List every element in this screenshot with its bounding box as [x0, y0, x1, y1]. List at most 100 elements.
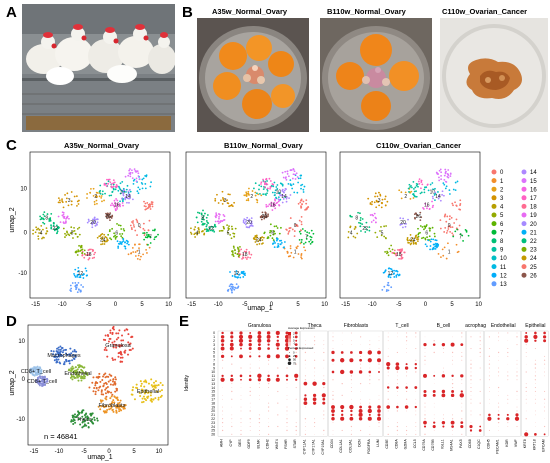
- x-tick-label: -10: [214, 302, 223, 308]
- cluster-label: 14: [435, 194, 441, 200]
- umap-point: [94, 251, 96, 254]
- dotplot-dot: [442, 352, 444, 353]
- dotplot-dot: [340, 351, 344, 354]
- umap-point: [156, 390, 159, 393]
- umap-point: [310, 229, 313, 232]
- umap-point: [424, 243, 427, 246]
- umap-point: [143, 232, 146, 234]
- umap-point: [267, 215, 270, 217]
- umap-point: [106, 239, 109, 242]
- umap-point: [215, 212, 218, 215]
- umap-point: [51, 353, 54, 356]
- dotplot-dot: [231, 418, 233, 420]
- umap-point: [68, 234, 71, 237]
- umap-point: [70, 191, 73, 193]
- dotplot-dot: [535, 422, 536, 423]
- umap-point: [39, 215, 42, 218]
- umap-point: [71, 416, 74, 419]
- dotplot-dot: [240, 347, 242, 350]
- umap-point: [263, 232, 266, 235]
- umap-point: [71, 367, 74, 370]
- umap-point: [88, 386, 91, 389]
- x-tick-label: -15: [30, 449, 39, 455]
- dotplot-dot: [350, 351, 353, 354]
- dotplot-dot: [258, 383, 260, 385]
- d-cell-count: n = 46841: [44, 432, 78, 441]
- dotplot-dot: [452, 398, 453, 400]
- umap-point: [142, 232, 145, 235]
- dotplot-dot: [284, 346, 290, 351]
- umap-point: [80, 244, 83, 247]
- dotplot-dot: [424, 414, 426, 416]
- umap-point: [110, 238, 113, 241]
- umap-point: [417, 180, 420, 183]
- umap-point: [78, 233, 81, 236]
- umap-point: [234, 227, 237, 230]
- umap-point: [384, 195, 387, 198]
- umap-point: [140, 382, 143, 385]
- dotplot-dot: [524, 338, 529, 343]
- umap-point: [274, 198, 276, 201]
- cluster-label: 7: [149, 235, 152, 241]
- dotplot-dot: [259, 352, 260, 353]
- umap-point: [264, 183, 266, 186]
- umap-point: [114, 376, 117, 379]
- umap-point: [113, 204, 115, 207]
- umap-point: [91, 381, 94, 384]
- umap-point: [100, 405, 103, 408]
- dotplot-dot: [525, 395, 527, 396]
- umap-point: [426, 183, 429, 186]
- umap-point: [228, 227, 230, 230]
- umap-point: [443, 231, 446, 233]
- umap-point: [302, 188, 305, 191]
- umap-point: [118, 407, 121, 410]
- umap-point: [291, 177, 294, 180]
- cluster-label: 2: [94, 194, 97, 200]
- dotplot-dot: [331, 409, 335, 413]
- umap-point: [50, 224, 52, 227]
- umap-point: [274, 242, 276, 244]
- umap-point: [276, 246, 279, 248]
- umap-point: [81, 411, 84, 414]
- dotplot-dot: [358, 412, 363, 417]
- umap-point: [71, 375, 74, 378]
- umap-point: [58, 199, 61, 202]
- umap-point: [122, 240, 125, 242]
- dotplot-dot: [433, 351, 435, 354]
- umap-point: [383, 235, 386, 238]
- dotplot-dot: [423, 425, 427, 428]
- cell-type-label: CD8+ T_cell: [21, 369, 51, 375]
- umap-point: [96, 419, 99, 422]
- umap-point: [434, 247, 437, 250]
- umap-point: [117, 332, 120, 335]
- umap-point: [159, 390, 162, 393]
- dotplot-dot: [295, 378, 298, 381]
- legend-swatch: [491, 221, 497, 227]
- umap-point: [43, 222, 46, 225]
- umap-point: [87, 422, 90, 425]
- dotplot-dot: [424, 433, 426, 436]
- dotplot-dot: [461, 379, 463, 381]
- umap-point: [94, 224, 97, 227]
- umap-point: [111, 332, 114, 335]
- gene-label: CYP: [229, 439, 233, 447]
- dotplot-dot: [231, 352, 233, 353]
- dotplot-dot: [479, 336, 481, 338]
- umap-point: [444, 226, 447, 229]
- umap-point: [356, 232, 359, 235]
- umap-point: [147, 206, 150, 209]
- umap-point: [384, 198, 386, 201]
- umap-point: [113, 343, 116, 346]
- photo-ovary-110w: [320, 18, 432, 132]
- umap-point: [398, 274, 401, 276]
- umap-point: [415, 243, 417, 245]
- umap-point: [275, 239, 278, 242]
- umap-point: [196, 232, 199, 234]
- umap-point: [388, 247, 391, 250]
- umap-point: [238, 254, 241, 257]
- umap-point: [237, 250, 240, 253]
- umap-point: [300, 220, 303, 223]
- dotplot-dot: [369, 402, 371, 404]
- umap-point: [95, 386, 98, 389]
- legend-label: 11: [500, 265, 507, 271]
